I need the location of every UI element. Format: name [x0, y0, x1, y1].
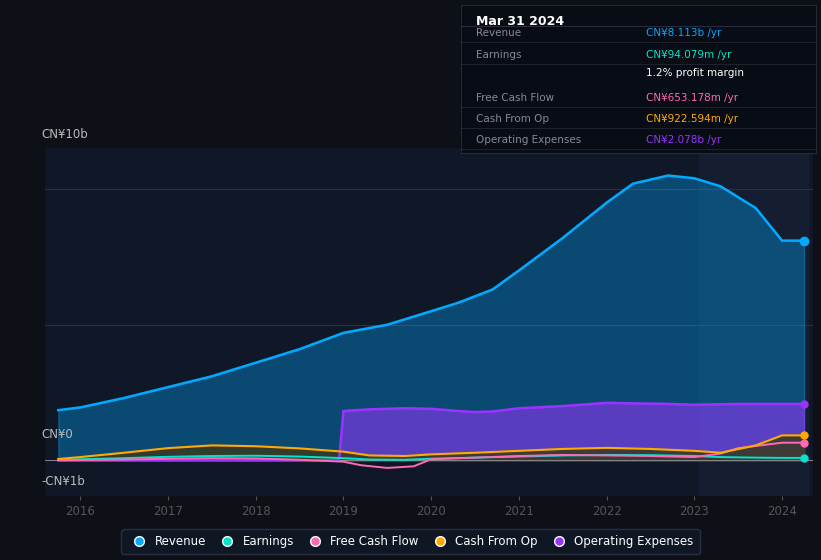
Bar [699, 148, 809, 496]
Text: Operating Expenses: Operating Expenses [475, 134, 580, 144]
Text: Mar 31 2024: Mar 31 2024 [475, 16, 564, 29]
Text: 1.2% profit margin: 1.2% profit margin [646, 68, 744, 78]
Text: CN¥2.078b /yr: CN¥2.078b /yr [646, 134, 721, 144]
Text: Revenue: Revenue [475, 27, 521, 38]
Text: CN¥8.113b /yr: CN¥8.113b /yr [646, 27, 721, 38]
Text: Earnings: Earnings [475, 50, 521, 60]
Text: CN¥653.178m /yr: CN¥653.178m /yr [646, 93, 738, 103]
Text: CN¥10b: CN¥10b [41, 128, 88, 142]
Text: CN¥94.079m /yr: CN¥94.079m /yr [646, 50, 732, 60]
Text: -CN¥1b: -CN¥1b [41, 475, 85, 488]
Legend: Revenue, Earnings, Free Cash Flow, Cash From Op, Operating Expenses: Revenue, Earnings, Free Cash Flow, Cash … [122, 529, 699, 554]
Text: CN¥922.594m /yr: CN¥922.594m /yr [646, 114, 738, 124]
Text: Free Cash Flow: Free Cash Flow [475, 93, 553, 103]
Text: Cash From Op: Cash From Op [475, 114, 548, 124]
Text: CN¥0: CN¥0 [41, 428, 73, 441]
